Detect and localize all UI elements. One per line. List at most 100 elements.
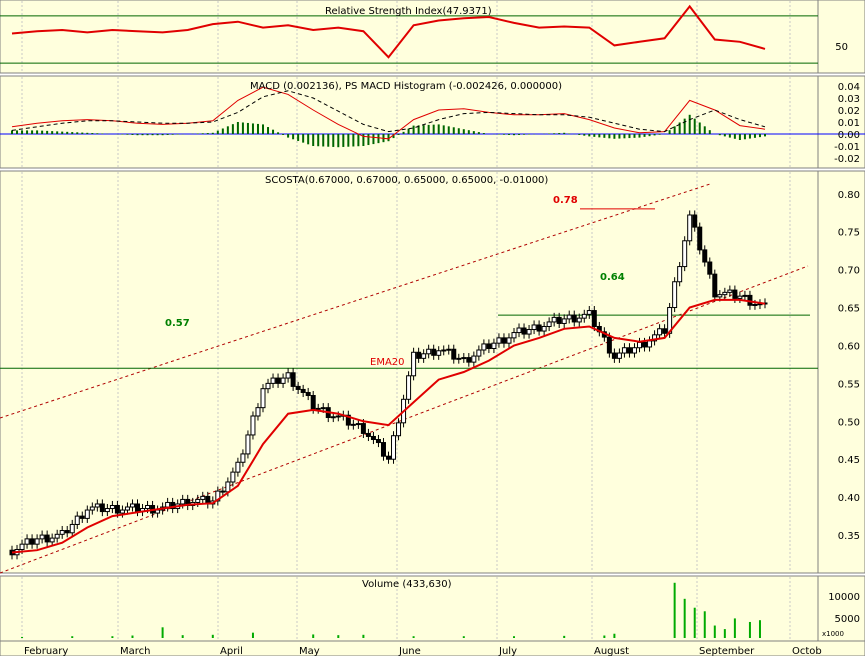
month-label: February [24,646,68,656]
candle-body [742,294,748,297]
candle-body [69,523,75,534]
candle-body [119,509,125,514]
candle-body [722,291,728,296]
candle-body [320,407,326,410]
rsi-title: Relative Strength Index(47.9371) [325,6,492,17]
candle-body [290,372,296,387]
candle-body [335,415,341,418]
macd-tick-label: -0.01 [834,142,860,153]
candle-body [180,498,186,505]
candle-body [652,334,658,342]
candle-body [59,530,65,535]
price-axis-panel [817,170,865,574]
candle-body [446,348,452,351]
macd-tick-label: 0.01 [838,118,860,129]
candle-body [109,504,115,510]
candle-body [606,336,612,354]
macd-tick-label: 0.04 [838,82,860,93]
candle-body [195,498,201,503]
candle-body [637,341,642,349]
candle-body [692,214,698,228]
candle-body [245,434,251,455]
candle-body [104,508,110,513]
candle-body [481,343,487,351]
candle-body [260,388,266,409]
resistance-level-label: 0.64 [600,272,625,283]
support-level-label: 0.57 [165,318,190,329]
candle-body [471,355,477,363]
upper-channel-line [0,183,711,419]
macd-tick-label: 0.00 [838,130,860,141]
month-label: Octob [792,646,822,656]
candle-body [707,261,713,275]
volume-title: Volume (433,630) [362,579,452,590]
candle-body [215,490,221,502]
month-label: September [699,646,755,656]
candle-body [416,351,422,359]
x-axis-panel [0,640,865,656]
candle-body [265,382,271,390]
ema20-line [11,298,766,554]
candle-body [300,388,306,393]
candle-body [682,240,688,268]
candle-body [551,316,557,323]
candle-body [476,349,482,357]
candle-body [89,506,95,511]
candle-body [295,385,301,390]
candle-body [426,348,432,355]
candle-body [591,310,597,327]
candle-body [506,337,512,344]
macd-tick-label: 0.03 [838,94,860,105]
candle-body [94,503,100,508]
candle-body [230,471,236,483]
price-tick-label: 0.70 [838,266,860,277]
candle-body [44,534,50,543]
candle-body [305,391,311,397]
candle-body [54,533,60,539]
peak-label: 0.78 [553,195,578,206]
macd-tick-label: -0.02 [834,154,860,165]
candle-body [170,501,176,510]
candle-body [526,329,532,335]
candle-body [732,289,738,299]
price-tick-label: 0.35 [838,531,860,542]
candle-body [436,350,442,356]
candle-body [74,515,80,525]
candle-body [275,377,281,384]
candle-body [280,377,286,384]
candle-body [531,324,537,331]
candle-body [391,435,397,460]
candle-body [451,348,457,360]
price-tick-label: 0.40 [838,493,860,504]
candle-body [556,316,562,324]
candle-body [611,352,617,359]
candle-body [250,415,256,436]
candle-body [360,423,366,434]
candle-body [697,226,703,251]
candle-body [29,538,35,545]
candle-body [49,537,55,543]
candle-body [687,214,693,242]
candle-body [225,481,231,493]
candle-body [631,347,637,354]
candle-body [310,395,316,410]
candle-body [165,501,171,508]
candle-body [496,337,502,344]
candle-body [155,509,161,514]
macd-tick-label: 0.02 [838,106,860,117]
month-label: April [220,646,243,656]
candle-body [626,347,632,354]
candle-body [441,349,447,352]
candle-body [315,407,321,410]
candle-body [124,506,130,511]
price-tick-label: 0.75 [838,228,860,239]
candle-body [99,503,105,513]
ema20-label: EMA20 [370,357,405,368]
macd-title: MACD (0.002136), PS MACD Histogram (-0.0… [250,81,562,92]
candle-body [501,337,507,344]
price-tick-label: 0.50 [838,417,860,428]
candle-body [285,372,291,379]
candle-body [355,423,361,426]
candle-body [79,515,85,519]
candle-body [235,461,241,473]
